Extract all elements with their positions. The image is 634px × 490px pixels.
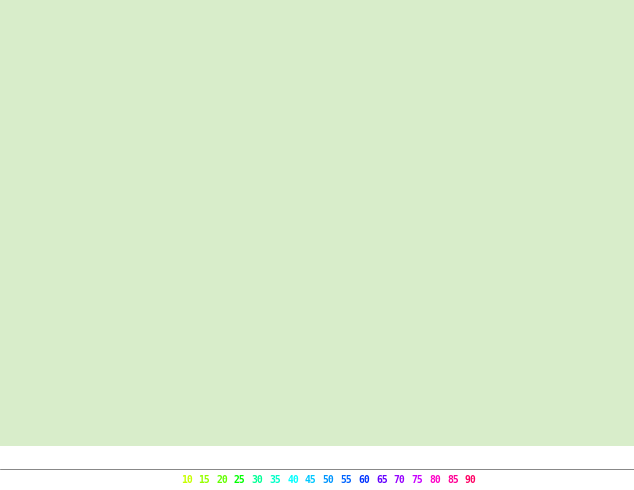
- Text: 20: 20: [216, 475, 228, 485]
- Text: 65: 65: [376, 475, 388, 485]
- Text: 40: 40: [287, 475, 299, 485]
- Text: 85: 85: [447, 475, 459, 485]
- Text: 15: 15: [198, 475, 210, 485]
- Text: 90: 90: [465, 475, 477, 485]
- Text: 25: 25: [234, 475, 246, 485]
- Text: 45: 45: [305, 475, 317, 485]
- Text: Isotachs 10m (mph): Isotachs 10m (mph): [6, 475, 119, 485]
- Text: Tu 11-06-2024 00:00 UTC (00+240): Tu 11-06-2024 00:00 UTC (00+240): [399, 452, 628, 465]
- Text: © weatheronline.co.uk: © weatheronline.co.uk: [493, 475, 624, 485]
- Text: Isotachs (mph) [mph] ECMWF: Isotachs (mph) [mph] ECMWF: [6, 452, 191, 465]
- Text: 60: 60: [358, 475, 370, 485]
- Text: 30: 30: [252, 475, 264, 485]
- Text: 80: 80: [429, 475, 441, 485]
- Text: 55: 55: [340, 475, 353, 485]
- Text: 70: 70: [394, 475, 406, 485]
- Text: 35: 35: [269, 475, 281, 485]
- Text: 10: 10: [181, 475, 193, 485]
- Text: 75: 75: [411, 475, 424, 485]
- Text: 50: 50: [323, 475, 335, 485]
